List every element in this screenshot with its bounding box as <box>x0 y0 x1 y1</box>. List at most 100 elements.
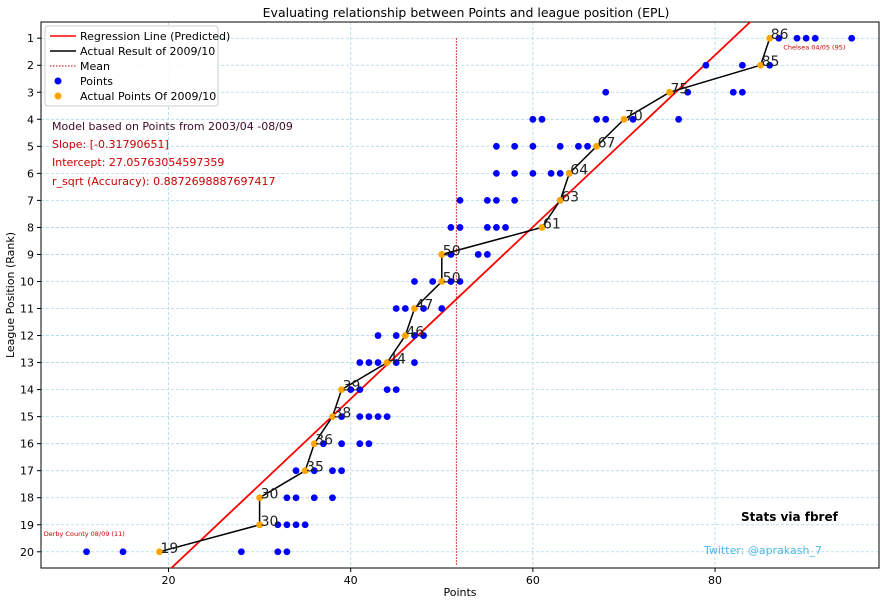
data-point <box>511 196 519 204</box>
data-point <box>374 359 382 366</box>
data-point <box>456 278 464 285</box>
y-tick-label: 2 <box>27 59 34 72</box>
y-tick-label: 7 <box>27 194 34 207</box>
actual-point <box>329 413 336 421</box>
data-point <box>556 142 564 150</box>
y-tick-label: 19 <box>20 519 34 532</box>
data-point <box>547 169 555 177</box>
data-point <box>383 386 391 394</box>
y-tick-label: 16 <box>20 438 34 451</box>
y-tick-label: 17 <box>20 465 34 478</box>
actual-point-label: 61 <box>543 216 561 232</box>
data-point <box>629 115 637 123</box>
actual-point-label: 63 <box>561 189 579 205</box>
actual-point-label: 46 <box>406 325 424 341</box>
twitter-handle: Twitter: @aprakash_7 <box>703 544 822 557</box>
legend-actual-points-swatch <box>54 92 62 100</box>
data-point <box>283 548 291 556</box>
data-point <box>848 34 856 42</box>
actual-point <box>556 196 564 204</box>
actual-point <box>383 359 391 366</box>
data-point <box>575 142 582 150</box>
actual-point-label: 35 <box>306 460 324 476</box>
data-point <box>119 548 127 556</box>
legend-actual-points-label: Actual Points Of 2009/10 <box>80 90 216 103</box>
y-tick-label: 1 <box>27 32 34 45</box>
data-point <box>83 548 90 556</box>
model-description: Model based on Points from 2003/04 -08/0… <box>52 120 293 133</box>
data-point <box>483 251 491 258</box>
data-point <box>338 413 345 421</box>
y-tick-label: 5 <box>27 140 34 153</box>
data-point <box>237 548 245 556</box>
y-tick-label: 8 <box>27 221 34 234</box>
data-point <box>775 34 783 42</box>
actual-point-label: 39 <box>343 379 361 395</box>
actual-point-label: 47 <box>415 298 433 314</box>
actual-point-label: 67 <box>598 135 616 151</box>
data-point <box>392 305 400 312</box>
data-point <box>374 413 382 421</box>
actual-point <box>301 467 309 475</box>
data-point <box>383 413 391 421</box>
legend-mean-label: Mean <box>80 60 110 73</box>
actual-point <box>766 34 774 42</box>
data-point <box>702 61 710 69</box>
actual-point-label: 30 <box>261 514 279 530</box>
data-point <box>411 359 418 366</box>
data-point <box>374 332 382 339</box>
data-point <box>356 440 364 448</box>
data-point <box>411 332 418 339</box>
data-point <box>474 251 482 258</box>
data-point <box>538 115 546 123</box>
actual-point <box>411 305 418 312</box>
actual-point <box>256 494 264 502</box>
data-point <box>556 169 564 177</box>
actual-point-label: 36 <box>315 433 333 449</box>
actual-point <box>310 440 318 448</box>
data-point <box>529 169 537 177</box>
data-point <box>310 467 318 475</box>
data-point <box>356 386 364 394</box>
actual-point-label: 50 <box>443 243 461 259</box>
x-axis: 20 40 60 80 <box>162 568 722 587</box>
data-point <box>483 224 491 231</box>
actual-point <box>538 224 546 231</box>
data-point <box>511 169 519 177</box>
data-point <box>493 196 500 204</box>
grid <box>41 22 879 568</box>
data-point <box>793 34 801 42</box>
data-point <box>420 305 427 312</box>
points-layer <box>83 34 856 556</box>
actual-point <box>593 142 601 150</box>
actual-point <box>401 332 409 339</box>
x-tick-label: 40 <box>344 574 358 587</box>
actual-point <box>256 521 264 529</box>
data-point <box>292 494 300 502</box>
data-point <box>802 34 810 42</box>
y-tick-label: 12 <box>20 330 34 343</box>
actual-point <box>565 169 573 177</box>
actual-result-line <box>159 37 771 553</box>
actual-point <box>438 278 446 285</box>
data-point <box>392 359 400 366</box>
y-tick-label: 20 <box>20 546 34 559</box>
data-point <box>283 494 291 502</box>
data-point <box>420 332 427 339</box>
y-tick-label: 11 <box>20 303 34 316</box>
y-tick-label: 6 <box>27 167 34 180</box>
legend-points-swatch <box>54 77 62 85</box>
data-point <box>602 88 610 96</box>
intercept-text: Intercept: 27.05763054597359 <box>52 156 224 169</box>
y-tick-label: 18 <box>20 492 34 505</box>
data-point <box>401 305 409 312</box>
x-tick-label: 20 <box>162 574 176 587</box>
legend-regression-label: Regression Line (Predicted) <box>80 30 230 43</box>
regression-layer <box>170 22 752 568</box>
data-point <box>493 224 500 231</box>
y-axis-label: League Position (Rank) <box>4 232 17 358</box>
data-point <box>365 359 373 366</box>
actual-point-label: 19 <box>160 541 178 557</box>
